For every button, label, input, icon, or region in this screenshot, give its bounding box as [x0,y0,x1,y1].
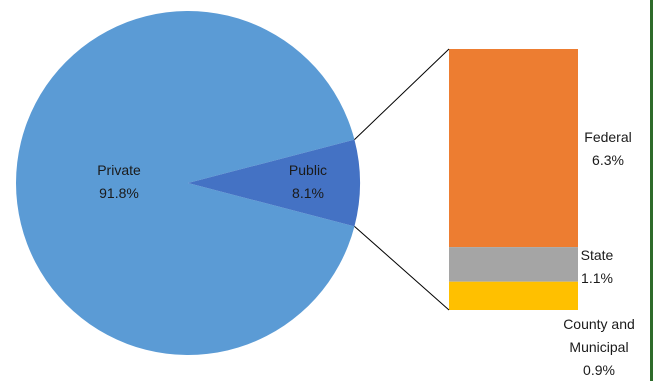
bar-value-state: 1.1% [581,270,613,286]
side-rule [650,0,653,381]
pie-value-public: 8.1% [292,185,324,201]
bar-segment-federal [449,49,578,248]
bar-segment-county-and-municipal [449,281,578,310]
bar-segment-state [449,247,578,282]
connector-line-top [354,48,450,141]
pie-slice-public [188,139,360,227]
pie-slice-private [15,10,355,355]
bar-label-county-and-municipal-line-1: County and [563,316,635,332]
bar-label-state: State [581,247,614,263]
pie-label-public: Public [289,162,327,178]
bar-label-county-and-municipal-line-2: Municipal [569,339,628,355]
bar-value-federal: 6.3% [592,152,624,168]
bar-value-county-and-municipal: 0.9% [583,362,615,378]
pie-label-private: Private [97,162,141,178]
bar-label-federal: Federal [584,129,631,145]
connector-line-bottom [354,225,450,311]
pie-value-private: 91.8% [99,185,139,201]
